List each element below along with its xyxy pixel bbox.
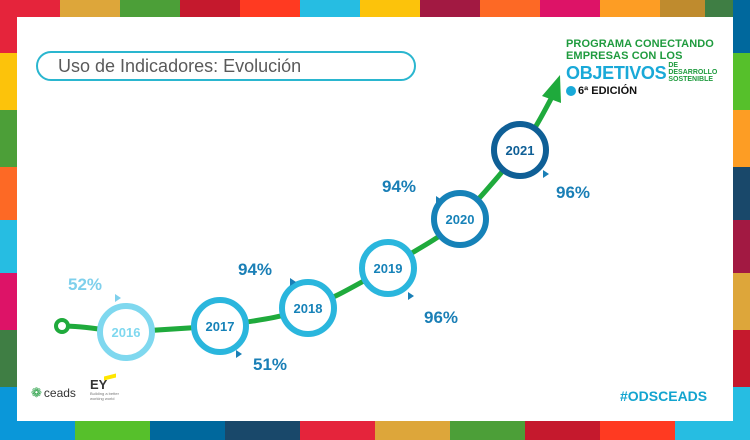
year-node-ring [279,279,337,337]
year-node-ring [491,121,549,179]
hashtag: #ODSCEADS [620,388,708,404]
program-desarrollo: DE DESARROLLO SOSTENIBLE [668,62,726,83]
program-logo: PROGRAMA CONECTANDO EMPRESAS CON LOS OBJ… [566,38,726,97]
percent-label-2019: 96% [424,308,458,327]
title-box: Uso de Indicadores: Evolución [36,51,416,81]
program-objetivos: OBJETIVOS [566,62,667,83]
year-node-ring [359,239,417,297]
year-node-2020: 2020 [431,190,489,248]
pointer-triangle-icon [115,294,121,302]
ey-logo: EY Building a better working world [90,373,120,401]
edition-dot-icon [566,86,576,96]
ey-tagline: Building a better working world [90,391,119,401]
pointer-triangle-icon [290,278,296,286]
percent-label-2020: 94% [382,177,416,196]
year-node-2017: 2017 [191,297,249,355]
pointer-triangle-icon [543,170,549,178]
year-node-ring [97,303,155,361]
year-node-ring [431,190,489,248]
sdg-color-border-top [0,0,750,17]
program-line-2: EMPRESAS CON LOS [566,50,683,62]
ceads-logo: ❁ ceads [31,385,76,401]
sdg-color-border-right [733,0,750,440]
program-edition-row: 6ª EDICIÓN [566,85,726,97]
year-label: 2020 [446,212,475,227]
program-line-1: PROGRAMA CONECTANDO [566,38,714,50]
pointer-triangle-icon [436,196,442,204]
year-label: 2019 [374,261,403,276]
percent-label-2021: 96% [556,183,590,202]
year-node-ring [191,297,249,355]
pointer-triangle-icon [408,292,414,300]
program-edition: 6ª EDICIÓN [578,85,638,97]
program-desarrollo-1: DE DESARROLLO [668,62,718,76]
year-label: 2018 [294,301,323,316]
ceads-leaf-icon: ❁ [31,385,42,400]
program-desarrollo-2: SOSTENIBLE [668,76,714,83]
ceads-logo-text: ceads [43,386,76,400]
year-label: 2017 [206,319,235,334]
program-ods-row: OBJETIVOS DE DESARROLLO SOSTENIBLE [566,62,726,83]
sdg-color-border-left [0,0,17,440]
percent-label-2017: 51% [253,355,287,374]
trend-start-marker [54,318,70,334]
year-node-2016: 2016 [97,303,155,361]
trend-arrowhead-icon [542,75,561,103]
year-node-2019: 2019 [359,239,417,297]
year-label: 2021 [506,143,535,158]
ey-logo-text: EY [90,377,108,392]
pointer-triangle-icon [236,350,242,358]
year-node-2021: 2021 [491,121,549,179]
slide-title: Uso de Indicadores: Evolución [58,55,302,76]
sdg-color-border-bottom [0,421,750,440]
year-label: 2016 [112,325,141,340]
percent-label-2018: 94% [238,260,272,279]
percent-label-2016: 52% [68,275,102,294]
year-node-2018: 2018 [279,279,337,337]
